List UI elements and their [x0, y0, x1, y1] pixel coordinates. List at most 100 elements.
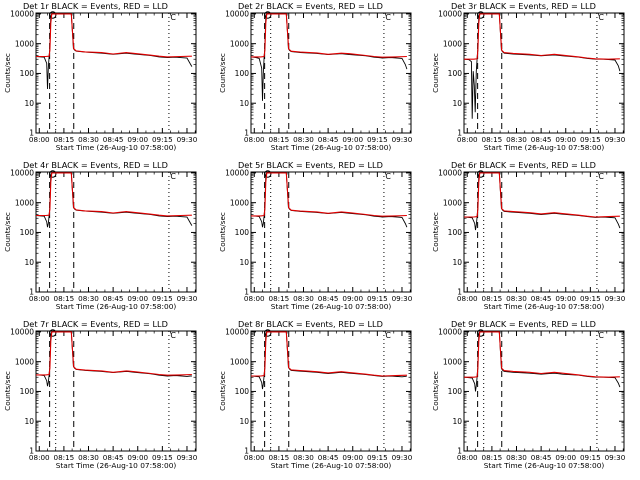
series-line-lld [36, 13, 192, 58]
x-tick-label: 08:15 [269, 453, 290, 462]
y-tick-label: 10000 [10, 327, 34, 336]
y-axis-label: Counts/sec [218, 53, 227, 93]
chart-panel-1r: Det 1r BLACK = Events, RED = LLD 1 10 100 10… [3, 1, 198, 152]
x-axis-label: Start Time (26-Aug-10 07:58:00) [271, 143, 392, 152]
series-group [464, 172, 621, 231]
x-tick-label: 09:15 [152, 135, 173, 144]
series-line-lld [251, 13, 407, 58]
plot-frame [463, 12, 625, 134]
y-tick-label: 1000 [443, 198, 462, 207]
y-tick-label: 100 [448, 69, 463, 78]
y-tick-label: 10000 [225, 327, 249, 336]
x-tick-label: 08:45 [318, 453, 339, 462]
x-tick-label: 08:30 [293, 453, 314, 462]
y-axis-label: Counts/sec [3, 371, 12, 411]
plot-frame [35, 330, 197, 452]
flare-marker-icon [49, 170, 57, 178]
y-tick-label: 10 [239, 99, 249, 108]
x-axis-label: Start Time (26-Aug-10 07:58:00) [56, 461, 177, 470]
series-group [464, 13, 621, 119]
y-tick-label: 1000 [443, 39, 462, 48]
flare-marker-icon [477, 11, 485, 19]
x-tick-label: 08:45 [531, 135, 552, 144]
y-tick-label: 1000 [15, 357, 34, 366]
chart-panel-6r: Det 6r BLACK = Events, RED = LLD 1 10 100 10… [431, 160, 626, 311]
y-tick-label: 1 [244, 288, 249, 297]
x-tick-label: 08:30 [78, 135, 99, 144]
x-tick-label: 08:45 [318, 294, 339, 303]
y-tick-label: 100 [235, 228, 250, 237]
y-tick-label: 1000 [230, 357, 249, 366]
series-group [251, 172, 408, 228]
x-tick-label: 09:00 [342, 135, 363, 144]
x-tick-label: 09:30 [177, 294, 198, 303]
y-tick-label: 1 [29, 447, 34, 456]
chart-panel-9r: Det 9r BLACK = Events, RED = LLD 1 10 100 10… [431, 319, 626, 470]
flare-marker-icon [264, 170, 272, 178]
y-tick-label: 10 [239, 258, 249, 267]
x-axis-label: Start Time (26-Aug-10 07:58:00) [484, 302, 605, 311]
y-tick-label: 1 [457, 129, 462, 138]
x-tick-label: 08:00 [457, 453, 478, 462]
x-tick-label: 09:00 [127, 453, 148, 462]
y-axis-label: Counts/sec [3, 53, 12, 93]
plot-frame [250, 171, 412, 293]
y-tick-label: 10000 [438, 327, 462, 336]
plot-frame [35, 171, 197, 293]
x-tick-label: 09:00 [555, 294, 576, 303]
y-tick-label: 1 [457, 447, 462, 456]
x-axis-label: Start Time (26-Aug-10 07:58:00) [56, 302, 177, 311]
x-tick-label: 09:15 [367, 453, 388, 462]
y-tick-label: 10 [24, 99, 34, 108]
x-tick-label: 09:30 [392, 453, 413, 462]
x-tick-label: 08:15 [269, 135, 290, 144]
y-tick-label: 100 [235, 387, 250, 396]
y-tick-label: 10000 [225, 9, 249, 18]
x-tick-label: 08:15 [269, 294, 290, 303]
saa-marker: C [598, 172, 604, 181]
chart-title: Det 4r BLACK = Events, RED = LLD [23, 160, 168, 170]
y-tick-label: 10000 [10, 9, 34, 18]
x-tick-label: 09:30 [177, 135, 198, 144]
chart-panel-3r: Det 3r BLACK = Events, RED = LLD 1 10 100 10… [431, 1, 626, 152]
plot-frame [35, 12, 197, 134]
x-tick-label: 08:00 [457, 294, 478, 303]
x-tick-label: 08:15 [482, 135, 503, 144]
x-tick-label: 08:00 [244, 453, 265, 462]
series-line-lld [464, 13, 620, 60]
chart-title: Det 9r BLACK = Events, RED = LLD [451, 319, 596, 329]
y-tick-label: 100 [20, 69, 35, 78]
y-tick-label: 1000 [15, 198, 34, 207]
saa-marker: C [170, 172, 176, 181]
series-line-lld [464, 331, 620, 378]
y-tick-label: 1000 [230, 198, 249, 207]
x-axis-label: Start Time (26-Aug-10 07:58:00) [56, 143, 177, 152]
x-tick-label: 08:45 [103, 294, 124, 303]
series-line-lld [36, 172, 192, 217]
x-tick-label: 09:15 [152, 453, 173, 462]
y-tick-label: 100 [448, 387, 463, 396]
chart-panel-2r: Det 2r BLACK = Events, RED = LLD 1 10 100 10… [218, 1, 413, 152]
x-tick-label: 08:00 [457, 135, 478, 144]
x-tick-label: 09:30 [392, 135, 413, 144]
chart-title: Det 7r BLACK = Events, RED = LLD [23, 319, 168, 329]
x-tick-label: 09:15 [580, 294, 601, 303]
y-axis-label: Counts/sec [431, 212, 440, 252]
x-axis-label: Start Time (26-Aug-10 07:58:00) [271, 302, 392, 311]
y-tick-label: 10 [24, 417, 34, 426]
x-tick-label: 08:30 [293, 135, 314, 144]
x-tick-label: 09:30 [177, 453, 198, 462]
plot-frame [250, 330, 412, 452]
saa-marker: C [598, 13, 604, 22]
x-tick-label: 08:45 [531, 453, 552, 462]
series-line-lld [251, 331, 407, 377]
x-tick-label: 09:15 [152, 294, 173, 303]
x-tick-label: 08:00 [29, 294, 50, 303]
x-tick-label: 09:30 [605, 294, 626, 303]
y-tick-label: 10 [239, 417, 249, 426]
y-tick-label: 10 [24, 258, 34, 267]
x-tick-label: 09:15 [367, 294, 388, 303]
y-axis-label: Counts/sec [218, 212, 227, 252]
series-line-lld [36, 331, 192, 376]
y-tick-label: 10000 [225, 168, 249, 177]
